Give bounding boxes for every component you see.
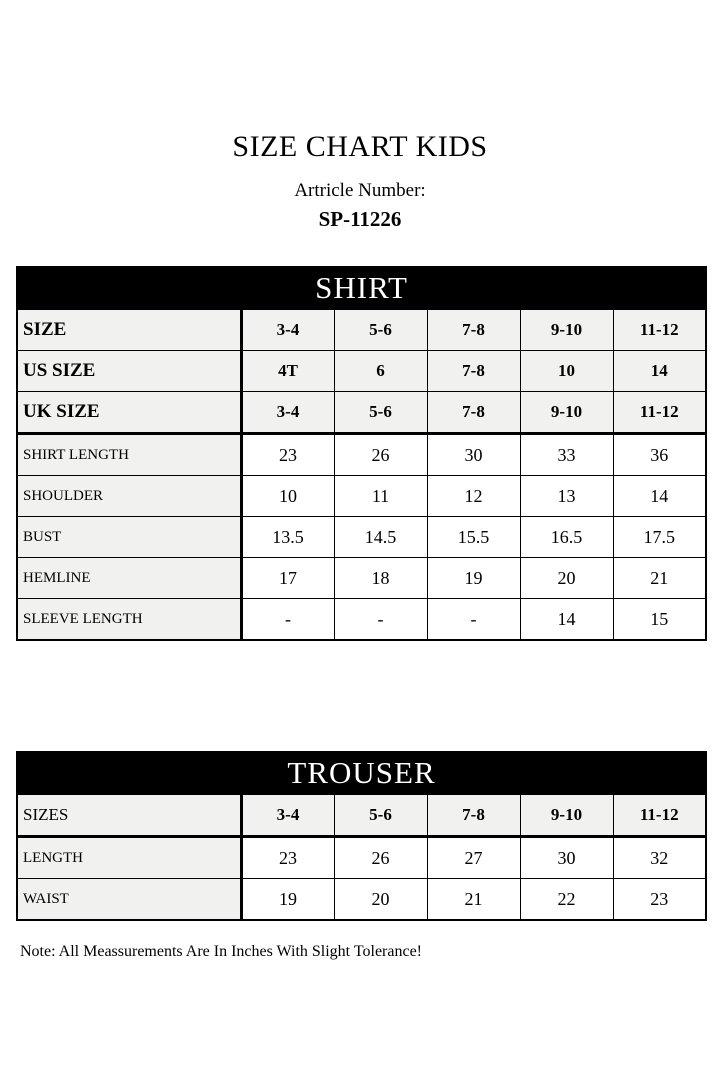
cell-value: 10 <box>240 475 335 518</box>
table-row: SHOULDER 10 11 12 13 14 <box>16 475 707 518</box>
table-row: SIZES 3-4 5-6 7-8 9-10 11-12 <box>16 793 707 839</box>
cell-value: 7-8 <box>426 391 521 436</box>
table-row: WAIST 19 20 21 22 23 <box>16 878 707 921</box>
row-label: HEMLINE <box>16 557 243 600</box>
cell-value: 7-8 <box>426 793 521 839</box>
cell-value: 20 <box>333 878 428 921</box>
cell-value: 5-6 <box>333 308 428 352</box>
cell-value: 23 <box>240 433 335 477</box>
measurement-note: Note: All Meassurements Are In Inches Wi… <box>20 943 422 961</box>
cell-value: 21 <box>426 878 521 921</box>
cell-value: 18 <box>333 557 428 600</box>
cell-value: 16.5 <box>519 516 614 559</box>
row-label: SHIRT LENGTH <box>16 433 243 477</box>
cell-value: 23 <box>612 878 707 921</box>
cell-value: - <box>240 598 335 641</box>
shirt-size-table: SHIRT SIZE 3-4 5-6 7-8 9-10 11-12 US SIZ… <box>15 266 708 642</box>
row-label: BUST <box>16 516 243 559</box>
cell-value: 5-6 <box>333 391 428 436</box>
cell-value: 13 <box>519 475 614 518</box>
row-label: WAIST <box>16 878 243 921</box>
cell-value: 15.5 <box>426 516 521 559</box>
shirt-table-header: SHIRT <box>15 266 708 311</box>
article-number-value: SP-11226 <box>318 206 402 231</box>
cell-value: 5-6 <box>333 793 428 839</box>
cell-value: 7-8 <box>426 308 521 352</box>
cell-value: 36 <box>612 433 707 477</box>
cell-value: 14 <box>612 475 707 518</box>
cell-value: 15 <box>612 598 707 641</box>
page-title: SIZE CHART KIDS <box>232 130 488 163</box>
trouser-size-table: TROUSER SIZES 3-4 5-6 7-8 9-10 11-12 LEN… <box>16 751 707 922</box>
cell-value: - <box>426 598 521 641</box>
cell-value: 20 <box>519 557 614 600</box>
row-label: SHOULDER <box>16 475 243 518</box>
table-row: BUST 13.5 14.5 15.5 16.5 17.5 <box>16 516 707 559</box>
cell-value: 26 <box>333 433 428 477</box>
cell-value: 6 <box>333 350 428 393</box>
table-row: LENGTH 23 26 27 30 32 <box>16 836 707 880</box>
cell-value: 11-12 <box>612 793 707 839</box>
cell-value: 14 <box>519 598 614 641</box>
cell-value: 23 <box>240 836 335 880</box>
cell-value: 19 <box>426 557 521 600</box>
cell-value: 27 <box>426 836 521 880</box>
cell-value: 17.5 <box>612 516 707 559</box>
table-row: UK SIZE 3-4 5-6 7-8 9-10 11-12 <box>16 391 707 436</box>
cell-value: 4T <box>240 350 335 393</box>
cell-value: 3-4 <box>240 308 335 352</box>
trouser-table-header: TROUSER <box>16 751 707 796</box>
cell-value: 13.5 <box>240 516 335 559</box>
cell-value: 12 <box>426 475 521 518</box>
table-row: HEMLINE 17 18 19 20 21 <box>16 557 707 600</box>
cell-value: 3-4 <box>240 391 335 436</box>
row-label: LENGTH <box>16 836 243 880</box>
cell-value: 9-10 <box>519 308 614 352</box>
cell-value: 30 <box>426 433 521 477</box>
cell-value: 21 <box>612 557 707 600</box>
cell-value: 19 <box>240 878 335 921</box>
cell-value: 14.5 <box>333 516 428 559</box>
cell-value: 10 <box>519 350 614 393</box>
row-label: US SIZE <box>16 350 243 393</box>
row-label: SIZE <box>16 308 243 352</box>
cell-value: 32 <box>612 836 707 880</box>
table-row: SLEEVE LENGTH - - - 14 15 <box>16 598 707 641</box>
cell-value: 9-10 <box>519 391 614 436</box>
cell-value: 9-10 <box>519 793 614 839</box>
cell-value: 11-12 <box>612 308 707 352</box>
cell-value: 11-12 <box>612 391 707 436</box>
cell-value: - <box>333 598 428 641</box>
row-label: SIZES <box>16 793 243 839</box>
cell-value: 30 <box>519 836 614 880</box>
cell-value: 26 <box>333 836 428 880</box>
table-row: US SIZE 4T 6 7-8 10 14 <box>16 350 707 393</box>
cell-value: 33 <box>519 433 614 477</box>
cell-value: 3-4 <box>240 793 335 839</box>
trouser-table-title: TROUSER <box>16 751 707 796</box>
table-row: SHIRT LENGTH 23 26 30 33 36 <box>16 433 707 477</box>
row-label: UK SIZE <box>16 391 243 436</box>
cell-value: 7-8 <box>426 350 521 393</box>
article-number-label: Artricle Number: <box>294 180 426 201</box>
cell-value: 14 <box>612 350 707 393</box>
cell-value: 11 <box>333 475 428 518</box>
cell-value: 22 <box>519 878 614 921</box>
shirt-table-title: SHIRT <box>15 266 708 311</box>
cell-value: 17 <box>240 557 335 600</box>
row-label: SLEEVE LENGTH <box>16 598 243 641</box>
table-row: SIZE 3-4 5-6 7-8 9-10 11-12 <box>16 308 707 352</box>
